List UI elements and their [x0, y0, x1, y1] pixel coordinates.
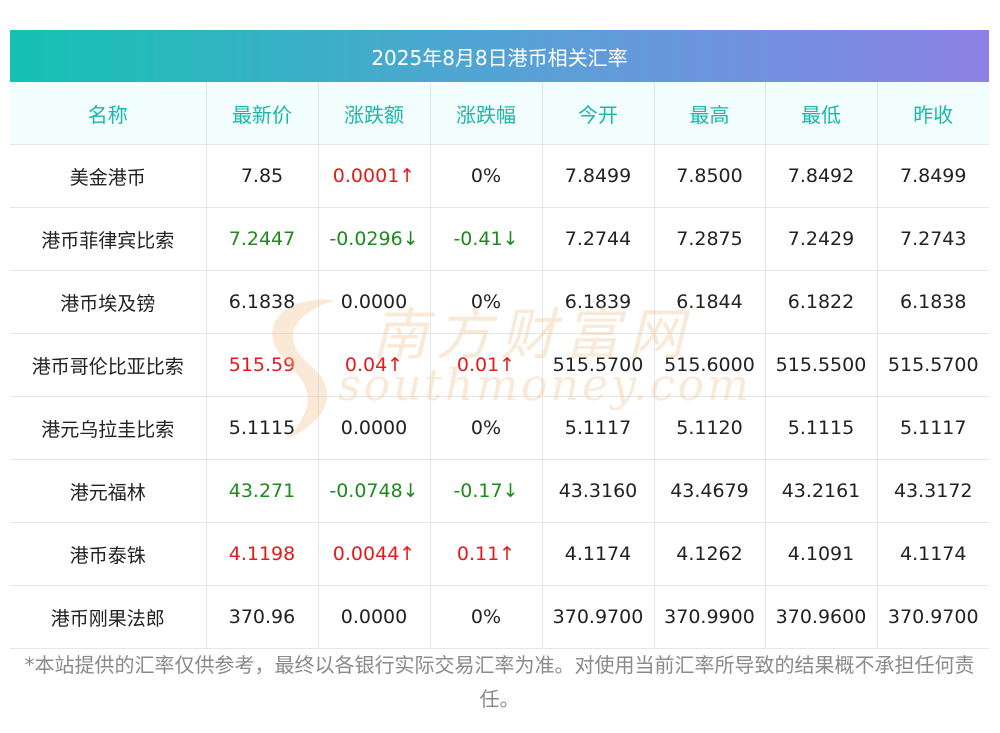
latest-price-cell: 7.2447 [206, 207, 319, 271]
open-cell: 370.9700 [542, 585, 655, 649]
low-cell: 370.9600 [765, 585, 878, 649]
prev-close-cell: 5.1117 [877, 396, 989, 460]
open-cell: 6.1839 [542, 270, 655, 334]
open-cell: 515.5700 [542, 333, 655, 397]
change-amount-cell: 0.04↑ [318, 333, 431, 397]
currency-name-cell: 港元乌拉圭比索 [10, 396, 207, 460]
column-header: 最新价 [206, 82, 319, 145]
low-cell: 4.1091 [765, 522, 878, 586]
change-percent-cell: -0.41↓ [430, 207, 543, 271]
change-percent-cell: 0.01↑ [430, 333, 543, 397]
currency-name-cell: 港币哥伦比亚比索 [10, 333, 207, 397]
latest-price-cell: 515.59 [206, 333, 319, 397]
prev-close-cell: 43.3172 [877, 459, 989, 523]
change-amount-cell: -0.0748↓ [318, 459, 431, 523]
disclaimer-footnote: *本站提供的汇率仅供参考，最终以各银行实际交易汇率为准。对使用当前汇率所导致的结… [24, 653, 975, 711]
low-cell: 6.1822 [765, 270, 878, 334]
table-row: 港币泰铢 4.1198 0.0044↑ 0.11↑ 4.1174 4.1262 4.1091… [10, 522, 989, 586]
column-header: 名称 [10, 82, 207, 145]
table-row: 美金港币 7.85 0.0001↑ 0% 7.8499 7.8500 7.8492 7.849… [10, 144, 989, 208]
low-cell: 7.2429 [765, 207, 878, 271]
change-amount-cell: 0.0000 [318, 396, 431, 460]
change-amount-cell: 0.0000 [318, 270, 431, 334]
prev-close-cell: 370.9700 [877, 585, 989, 649]
table-title: 2025年8月8日港币相关汇率 [10, 30, 989, 82]
low-cell: 515.5500 [765, 333, 878, 397]
high-cell: 4.1262 [654, 522, 766, 586]
change-percent-cell: 0% [430, 396, 543, 460]
prev-close-cell: 6.1838 [877, 270, 989, 334]
change-percent-cell: 0% [430, 585, 543, 649]
currency-name-cell: 美金港币 [10, 144, 207, 208]
prev-close-cell: 515.5700 [877, 333, 989, 397]
table-row: 港币哥伦比亚比索 515.59 0.04↑ 0.01↑ 515.5700 515.6000… [10, 333, 989, 397]
table-row: 港币刚果法郎 370.96 0.0000 0% 370.9700 370.9900 370.… [10, 585, 989, 649]
table-row: 港币菲律宾比索 7.2447 -0.0296↓ -0.41↓ 7.2744 7.2875 7… [10, 207, 989, 271]
change-amount-cell: 0.0001↑ [318, 144, 431, 208]
change-percent-cell: 0.11↑ [430, 522, 543, 586]
open-cell: 7.2744 [542, 207, 655, 271]
latest-price-cell: 7.85 [206, 144, 319, 208]
latest-price-cell: 43.271 [206, 459, 319, 523]
latest-price-cell: 5.1115 [206, 396, 319, 460]
high-cell: 6.1844 [654, 270, 766, 334]
high-cell: 43.4679 [654, 459, 766, 523]
open-cell: 4.1174 [542, 522, 655, 586]
high-cell: 515.6000 [654, 333, 766, 397]
latest-price-cell: 6.1838 [206, 270, 319, 334]
column-header: 涨跌幅 [430, 82, 543, 145]
change-percent-cell: -0.17↓ [430, 459, 543, 523]
change-percent-cell: 0% [430, 270, 543, 334]
high-cell: 370.9900 [654, 585, 766, 649]
high-cell: 7.8500 [654, 144, 766, 208]
low-cell: 5.1115 [765, 396, 878, 460]
change-amount-cell: -0.0296↓ [318, 207, 431, 271]
column-header: 最高 [654, 82, 766, 145]
column-header: 昨收 [877, 82, 989, 145]
low-cell: 43.2161 [765, 459, 878, 523]
table-row: 港元乌拉圭比索 5.1115 0.0000 0% 5.1117 5.1120 5.1115 5… [10, 396, 989, 460]
exchange-rate-table: 名称 最新价 涨跌额 涨跌幅 今开 最高 最低 昨收 美金港币 7.85 0.000… [10, 82, 989, 649]
open-cell: 7.8499 [542, 144, 655, 208]
change-percent-cell: 0% [430, 144, 543, 208]
open-cell: 43.3160 [542, 459, 655, 523]
prev-close-cell: 7.8499 [877, 144, 989, 208]
high-cell: 7.2875 [654, 207, 766, 271]
currency-name-cell: 港币泰铢 [10, 522, 207, 586]
table-row: 港元福林 43.271 -0.0748↓ -0.17↓ 43.3160 43.4679 43… [10, 459, 989, 523]
column-header: 最低 [765, 82, 878, 145]
currency-name-cell: 港币埃及镑 [10, 270, 207, 334]
currency-name-cell: 港币刚果法郎 [10, 585, 207, 649]
latest-price-cell: 370.96 [206, 585, 319, 649]
column-header: 今开 [542, 82, 655, 145]
header-row: 名称 最新价 涨跌额 涨跌幅 今开 最高 最低 昨收 [10, 82, 989, 145]
currency-name-cell: 港元福林 [10, 459, 207, 523]
low-cell: 7.8492 [765, 144, 878, 208]
rate-table-card: 2025年8月8日港币相关汇率 名称 最新价 涨跌额 涨跌幅 今开 最高 最低 … [10, 30, 989, 649]
open-cell: 5.1117 [542, 396, 655, 460]
table-row: 港币埃及镑 6.1838 0.0000 0% 6.1839 6.1844 6.1822 6.1… [10, 270, 989, 334]
prev-close-cell: 7.2743 [877, 207, 989, 271]
column-header: 涨跌额 [318, 82, 431, 145]
change-amount-cell: 0.0000 [318, 585, 431, 649]
change-amount-cell: 0.0044↑ [318, 522, 431, 586]
latest-price-cell: 4.1198 [206, 522, 319, 586]
currency-name-cell: 港币菲律宾比索 [10, 207, 207, 271]
high-cell: 5.1120 [654, 396, 766, 460]
prev-close-cell: 4.1174 [877, 522, 989, 586]
